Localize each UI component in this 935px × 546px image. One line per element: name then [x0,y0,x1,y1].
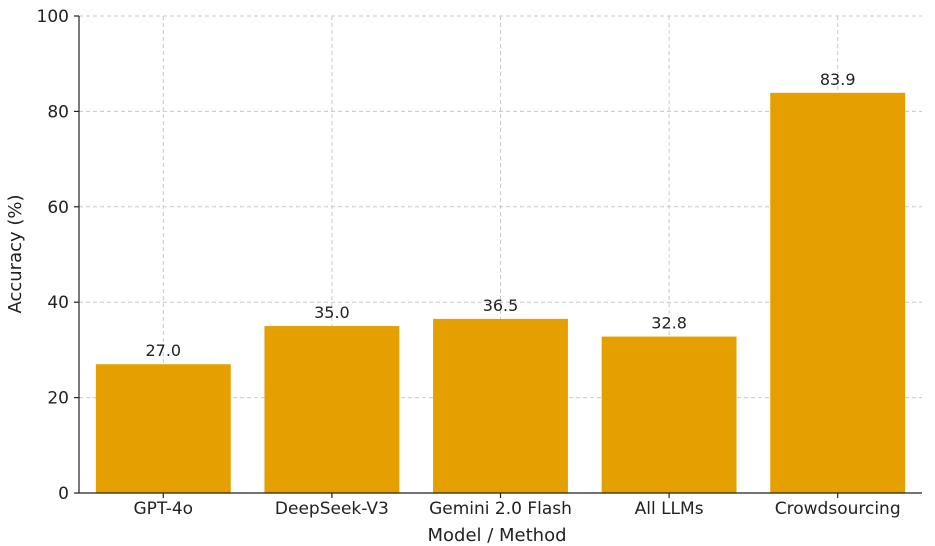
x-tick-label: All LLMs [635,499,704,519]
x-tick-label: Crowdsourcing [775,499,901,519]
y-tick-label: 40 [47,293,69,313]
y-tick-label: 100 [37,7,69,27]
y-tick-label: 80 [47,102,69,122]
bar [770,92,906,493]
bar-value-label: 83.9 [820,70,856,89]
bar-value-label: 36.5 [483,296,519,315]
bar [601,336,737,493]
y-tick-label: 60 [47,198,69,218]
x-tick-label: DeepSeek-V3 [275,499,389,519]
x-tick-label: GPT-4o [133,499,193,519]
bar [95,364,231,493]
x-axis-label: Model / Method [427,525,566,546]
bar-value-label: 27.0 [145,341,181,360]
y-tick-labels: 0 20 40 60 80 100 [37,7,69,504]
bar [433,318,568,493]
y-axis-label: Accuracy (%) [5,194,26,313]
x-tick-label: Gemini 2.0 Flash [429,499,572,519]
data-labels: 27.0 35.0 36.5 32.8 83.9 [145,70,855,360]
axes [74,15,922,498]
y-tick-label: 20 [47,389,69,409]
bars [95,92,906,493]
bar-value-label: 32.8 [651,314,687,333]
bar-value-label: 35.0 [314,303,350,322]
bar [264,326,400,493]
y-tick-label: 0 [58,484,69,504]
x-tick-labels: GPT-4o DeepSeek-V3 Gemini 2.0 Flash All LLM… [133,499,900,519]
